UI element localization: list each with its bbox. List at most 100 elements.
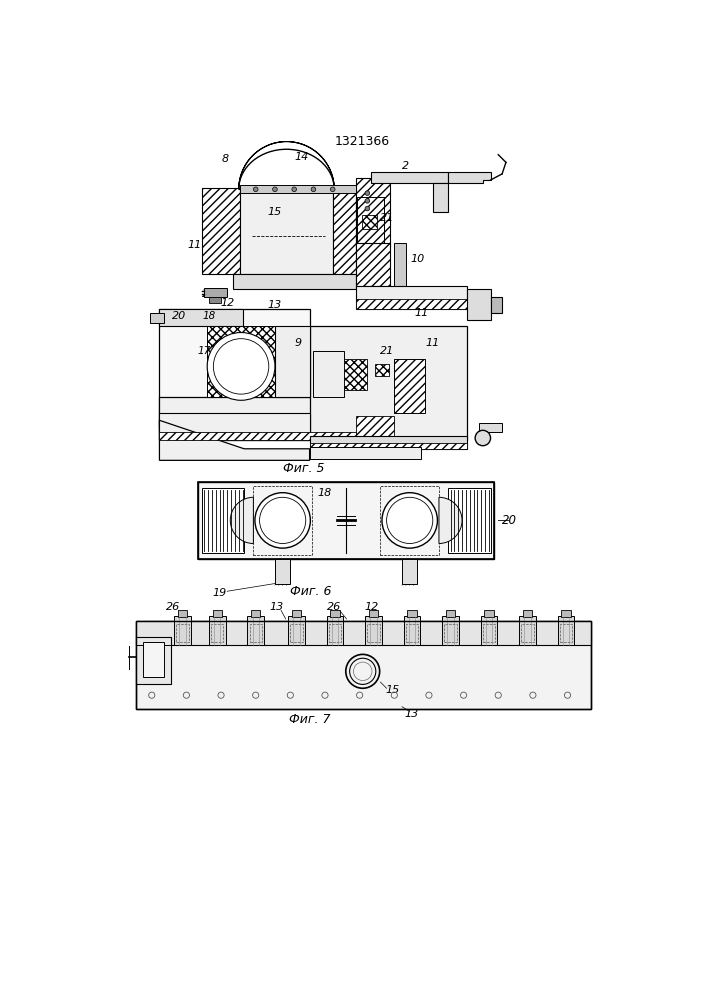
Bar bbox=[209, 297, 221, 303]
Circle shape bbox=[207, 333, 275, 400]
Bar bbox=[313, 351, 344, 397]
Bar bbox=[292, 610, 301, 617]
Bar bbox=[560, 624, 572, 642]
Text: 20: 20 bbox=[502, 514, 518, 527]
Bar bbox=[395, 359, 425, 413]
Circle shape bbox=[330, 187, 335, 192]
Circle shape bbox=[253, 187, 258, 192]
Circle shape bbox=[365, 191, 370, 195]
Text: 17: 17 bbox=[274, 514, 291, 527]
Bar bbox=[250, 624, 262, 642]
Wedge shape bbox=[230, 497, 253, 544]
Text: 15: 15 bbox=[268, 207, 282, 217]
Bar bbox=[201, 488, 244, 553]
Bar bbox=[333, 189, 356, 274]
Bar bbox=[375, 364, 389, 376]
Bar bbox=[251, 610, 260, 617]
Bar bbox=[484, 610, 493, 617]
Polygon shape bbox=[448, 172, 491, 183]
Polygon shape bbox=[160, 420, 310, 460]
Bar bbox=[369, 610, 378, 617]
Bar bbox=[136, 620, 590, 709]
Bar bbox=[201, 188, 240, 274]
Text: 19: 19 bbox=[212, 588, 227, 598]
Circle shape bbox=[255, 493, 310, 548]
Text: 13: 13 bbox=[269, 602, 284, 612]
Text: 8: 8 bbox=[221, 153, 228, 163]
Text: 26: 26 bbox=[202, 289, 216, 299]
Bar bbox=[404, 616, 421, 645]
Bar bbox=[204, 288, 227, 297]
Bar bbox=[491, 297, 502, 312]
Bar bbox=[310, 326, 467, 440]
Bar bbox=[519, 616, 536, 645]
Bar bbox=[310, 443, 467, 449]
Text: 2: 2 bbox=[402, 161, 409, 171]
Bar bbox=[143, 642, 164, 677]
Bar bbox=[233, 274, 356, 289]
Bar bbox=[160, 309, 310, 428]
Bar bbox=[211, 624, 223, 642]
Text: 26: 26 bbox=[166, 602, 180, 612]
Bar bbox=[275, 559, 291, 584]
Bar bbox=[481, 616, 498, 645]
Text: 21: 21 bbox=[380, 213, 394, 223]
Text: 11: 11 bbox=[187, 240, 201, 250]
Text: 18: 18 bbox=[203, 311, 216, 321]
Text: Фиг. 5: Фиг. 5 bbox=[284, 462, 325, 475]
Bar bbox=[521, 624, 534, 642]
Bar bbox=[310, 447, 421, 459]
Bar bbox=[275, 326, 310, 397]
Text: 20: 20 bbox=[172, 311, 186, 321]
Text: 1321366: 1321366 bbox=[334, 135, 390, 148]
Bar bbox=[174, 616, 191, 645]
Text: Фиг. 6: Фиг. 6 bbox=[291, 585, 332, 598]
Bar bbox=[198, 482, 494, 559]
Bar bbox=[136, 637, 171, 684]
Bar bbox=[444, 624, 457, 642]
Circle shape bbox=[365, 199, 370, 203]
Text: 12: 12 bbox=[220, 298, 234, 308]
Polygon shape bbox=[160, 413, 310, 440]
Text: Фиг. 7: Фиг. 7 bbox=[289, 713, 330, 726]
Bar bbox=[356, 178, 390, 247]
Bar bbox=[207, 326, 275, 397]
Bar bbox=[344, 359, 368, 389]
Wedge shape bbox=[439, 497, 462, 544]
Wedge shape bbox=[239, 142, 334, 189]
Text: 13: 13 bbox=[405, 709, 419, 719]
Bar bbox=[433, 183, 448, 212]
Bar bbox=[136, 620, 590, 709]
Bar bbox=[160, 432, 356, 440]
Bar bbox=[160, 309, 243, 326]
Bar bbox=[402, 559, 417, 584]
Text: 15: 15 bbox=[385, 685, 400, 695]
Text: 11: 11 bbox=[414, 308, 428, 318]
Bar bbox=[356, 286, 467, 309]
Text: 17: 17 bbox=[402, 514, 418, 527]
Text: 14: 14 bbox=[295, 152, 309, 162]
Bar bbox=[368, 624, 380, 642]
Text: 26: 26 bbox=[327, 602, 341, 612]
Circle shape bbox=[382, 493, 438, 548]
Bar bbox=[479, 423, 502, 432]
Text: 12: 12 bbox=[364, 602, 378, 612]
Bar bbox=[356, 416, 395, 440]
Bar bbox=[288, 616, 305, 645]
Text: 10: 10 bbox=[410, 254, 424, 264]
Circle shape bbox=[475, 430, 491, 446]
Bar bbox=[240, 189, 333, 274]
Bar bbox=[213, 610, 222, 617]
Text: 21: 21 bbox=[380, 346, 394, 356]
Circle shape bbox=[273, 187, 277, 192]
Bar bbox=[365, 616, 382, 645]
Circle shape bbox=[311, 187, 316, 192]
Bar bbox=[327, 616, 344, 645]
Circle shape bbox=[292, 187, 296, 192]
Text: 17: 17 bbox=[197, 346, 211, 356]
Bar bbox=[523, 610, 532, 617]
Bar bbox=[483, 624, 495, 642]
Bar bbox=[329, 624, 341, 642]
Bar bbox=[357, 197, 385, 243]
Bar bbox=[561, 610, 571, 617]
